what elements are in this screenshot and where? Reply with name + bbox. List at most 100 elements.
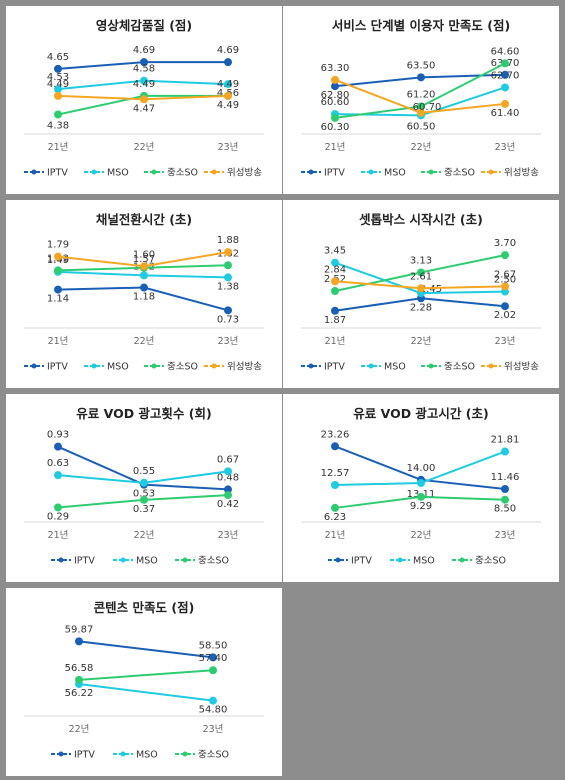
- x-tick-label: 23년: [495, 530, 516, 541]
- data-point: [54, 503, 62, 512]
- data-point: [331, 258, 339, 267]
- data-label: 0.93: [47, 430, 69, 441]
- data-label: 3.70: [494, 238, 516, 249]
- data-point: [224, 248, 232, 257]
- data-point: [501, 99, 509, 108]
- x-tick-label: 22년: [134, 530, 155, 541]
- legend-item: IPTV: [51, 750, 95, 761]
- x-tick-label: 23년: [218, 336, 239, 347]
- data-point: [54, 110, 62, 119]
- legend-label: 중소SO: [167, 362, 198, 373]
- legend-marker: [308, 363, 314, 369]
- data-point: [224, 261, 232, 270]
- data-label: 56.58: [65, 663, 94, 674]
- data-point: [54, 442, 62, 451]
- data-label: 0.67: [217, 454, 239, 465]
- legend-label: IPTV: [351, 556, 372, 567]
- data-point: [224, 273, 232, 282]
- chart-panel: 셋톱박스 시작시간 (초) 21년 22년 23년 1.87 2.28 2.02 3.45 2.…: [283, 200, 559, 388]
- x-tick-label: 21년: [325, 142, 346, 153]
- data-point: [501, 59, 509, 68]
- data-point: [224, 306, 232, 315]
- legend-item: IPTV: [24, 168, 68, 179]
- legend-marker: [151, 169, 157, 175]
- legend-label: 중소SO: [167, 168, 198, 179]
- data-label: 14.00: [407, 463, 436, 474]
- x-tick-label: 21년: [48, 530, 69, 541]
- legend-marker: [182, 751, 188, 757]
- legend-marker: [459, 557, 465, 563]
- data-point: [331, 113, 339, 122]
- data-label: 56.22: [65, 688, 94, 699]
- data-point: [140, 76, 148, 85]
- legend-item: 위성방송: [204, 167, 262, 179]
- legend-marker: [182, 557, 188, 563]
- legend-label: 위성방송: [227, 361, 262, 373]
- data-point: [501, 302, 509, 311]
- line-chart: 유료 VOD 광고횟수 (회) 21년 22년 23년 0.93 0.53 0.48 0.63…: [24, 406, 264, 567]
- data-point: [209, 653, 217, 662]
- legend-marker: [368, 169, 374, 175]
- legend-label: 위성방송: [504, 361, 539, 373]
- legend-label: IPTV: [47, 168, 68, 179]
- chart-title: 채널전환시간 (초): [96, 212, 192, 227]
- x-tick-label: 23년: [218, 142, 239, 153]
- legend-marker: [428, 363, 434, 369]
- data-label: 0.63: [47, 458, 69, 469]
- legend-label: MSO: [107, 168, 129, 179]
- line-chart: 서비스 단계별 이용자 만족도 (점) 21년 22년 23년 62.80 63.50 63…: [301, 18, 541, 179]
- data-label: 6.23: [324, 512, 346, 523]
- data-label: 2.84: [324, 264, 346, 275]
- data-label: 64.60: [491, 46, 520, 57]
- data-point: [140, 283, 148, 292]
- data-point: [501, 251, 509, 260]
- data-label: 62.80: [321, 90, 350, 101]
- data-label: 4.49: [47, 79, 69, 90]
- legend-item: MSO: [361, 362, 406, 373]
- legend-item: MSO: [84, 168, 129, 179]
- data-label: 3.13: [410, 255, 432, 266]
- legend-item: 위성방송: [481, 167, 539, 179]
- data-label: 1.79: [47, 240, 69, 251]
- legend-item: 중소SO: [175, 750, 229, 761]
- legend-label: 위성방송: [227, 167, 262, 179]
- data-point: [140, 478, 148, 487]
- data-label: 8.50: [494, 504, 516, 515]
- x-tick-label: 22년: [134, 336, 155, 347]
- data-point: [331, 75, 339, 84]
- data-point: [224, 58, 232, 67]
- legend-label: 위성방송: [504, 167, 539, 179]
- legend-marker: [91, 169, 97, 175]
- legend-label: 중소SO: [444, 168, 475, 179]
- x-tick-label: 21년: [48, 336, 69, 347]
- chart-panel: 유료 VOD 광고시간 (초) 21년 22년 23년 23.26 14.00 11.46 1…: [283, 394, 559, 582]
- legend-marker: [120, 557, 126, 563]
- data-label: 1.60: [133, 249, 155, 260]
- data-label: 0.42: [217, 499, 239, 510]
- chart-panel: 채널전환시간 (초)21년22년23년1.141.180.731.491.421…: [6, 200, 282, 388]
- legend-marker: [211, 363, 217, 369]
- x-tick-label: 21년: [325, 336, 346, 347]
- legend-item: 중소SO: [144, 362, 198, 373]
- data-label: 2.28: [410, 302, 432, 313]
- line-chart: 채널전환시간 (초)21년22년23년1.141.180.731.491.421…: [24, 212, 264, 373]
- legend-label: 중소SO: [444, 362, 475, 373]
- data-point: [331, 306, 339, 315]
- chart-title: 유료 VOD 광고횟수 (회): [76, 406, 211, 421]
- x-tick-label: 21년: [325, 530, 346, 541]
- chart-title: 유료 VOD 광고시간 (초): [353, 406, 488, 421]
- data-label: 0.29: [47, 511, 69, 522]
- legend-item: MSO: [113, 750, 158, 761]
- legend-item: IPTV: [51, 556, 95, 567]
- data-label: 2.45: [420, 284, 442, 295]
- data-point: [140, 58, 148, 67]
- legend-item: MSO: [390, 556, 435, 567]
- legend-item: IPTV: [301, 168, 345, 179]
- legend-label: MSO: [107, 362, 129, 373]
- data-label: 4.69: [133, 45, 155, 56]
- data-label: 4.47: [133, 103, 155, 114]
- data-label: 4.69: [217, 45, 239, 56]
- data-label: 1.88: [217, 235, 239, 246]
- data-point: [54, 252, 62, 261]
- data-point: [140, 262, 148, 271]
